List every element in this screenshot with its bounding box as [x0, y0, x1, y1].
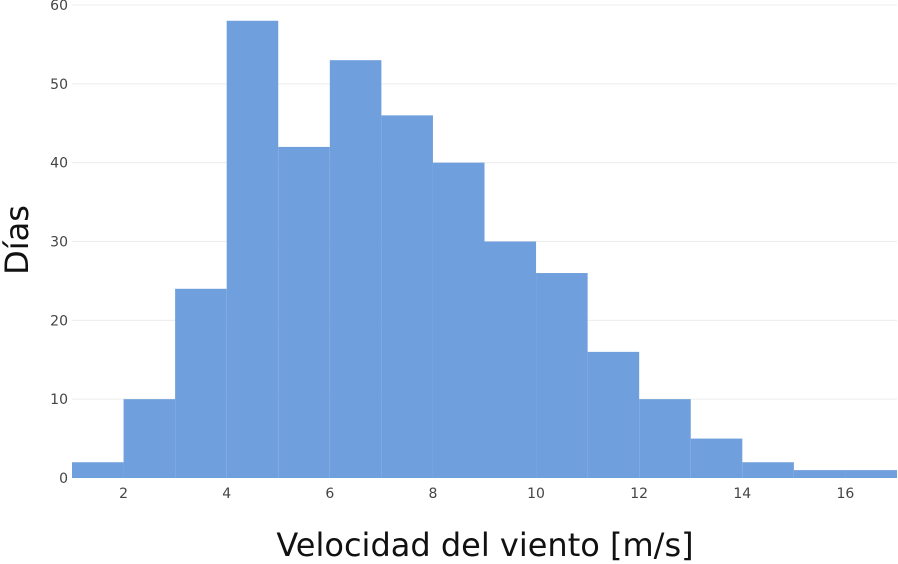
- y-tick-labels: 0 10 20 30 40 50 60: [50, 0, 68, 487]
- y-tick-label: 60: [50, 0, 68, 14]
- x-tick-labels: 2 4 6 8 10 12 14 16: [119, 486, 854, 502]
- histogram-bar: [536, 273, 588, 478]
- histogram-bar: [329, 60, 382, 478]
- x-tick-label: 6: [325, 486, 334, 502]
- histogram-bar: [432, 162, 485, 478]
- histogram-bar: [123, 399, 176, 478]
- histogram-bar: [639, 399, 691, 478]
- histogram-bar: [845, 470, 897, 478]
- x-tick-label: 12: [630, 486, 648, 502]
- y-axis-title: Días: [0, 205, 36, 275]
- histogram-bar: [587, 351, 640, 478]
- histogram-bar: [742, 462, 794, 478]
- y-tick-label: 20: [50, 313, 68, 329]
- x-tick-label: 4: [222, 486, 231, 502]
- histogram-bar: [175, 288, 227, 478]
- x-axis-title: Velocidad del viento [m/s]: [276, 526, 693, 564]
- histogram-bar: [793, 470, 846, 478]
- histogram-bar: [484, 241, 537, 478]
- histogram-bar: [72, 462, 124, 478]
- x-tick-label: 10: [527, 486, 545, 502]
- histogram-bar: [690, 438, 743, 478]
- y-tick-label: 10: [50, 392, 68, 408]
- y-tick-label: 50: [50, 77, 68, 93]
- histogram-bar: [278, 146, 330, 478]
- histogram-bar: [226, 20, 279, 479]
- x-tick-label: 8: [428, 486, 437, 502]
- x-tick-label: 2: [119, 486, 128, 502]
- x-tick-label: 14: [733, 486, 751, 502]
- histogram-bars: [72, 20, 897, 479]
- y-tick-label: 30: [50, 235, 68, 251]
- x-tick-label: 16: [837, 486, 855, 502]
- y-tick-label: 0: [59, 471, 68, 487]
- histogram-bar: [381, 115, 433, 478]
- y-tick-label: 40: [50, 156, 68, 172]
